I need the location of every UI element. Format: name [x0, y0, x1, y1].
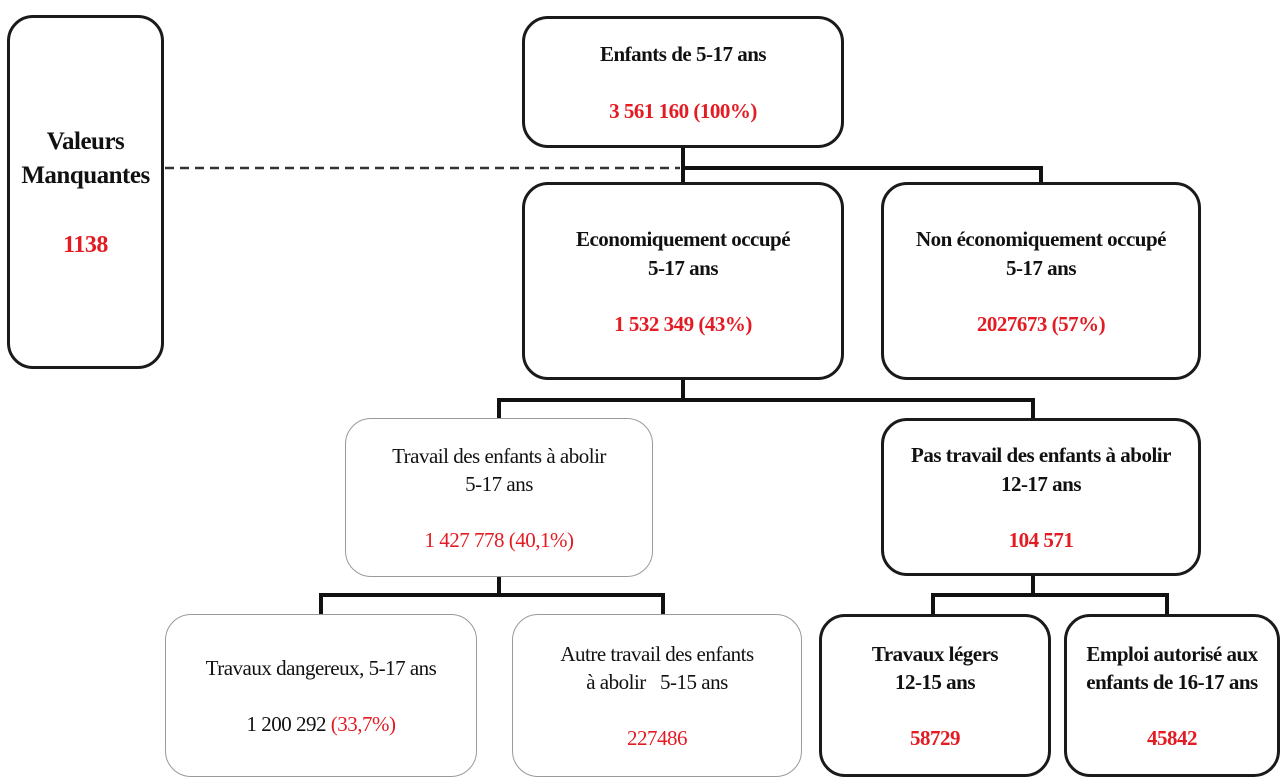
hazardous-title: Travaux dangereux, 5-17 ans — [205, 655, 437, 680]
authorized-node: Emploi autorisé aux enfants de 16-17 ans… — [1064, 614, 1280, 777]
light-work-age: 12-15 ans — [894, 670, 976, 694]
not-to-abolish-node: Pas travail des enfants à abolir 12-17 a… — [881, 418, 1201, 576]
root-node: Enfants de 5-17 ans 3 561 160 (100%) — [522, 16, 844, 148]
missing-value: 1138 — [63, 232, 108, 259]
light-work-node: Travaux légers 12-15 ans 58729 — [819, 614, 1051, 777]
not-occupied-age: 5-17 ans — [1005, 255, 1077, 280]
missing-label-line1: Valeurs — [46, 127, 125, 155]
authorized-title: Emploi autorisé aux — [1086, 641, 1258, 666]
missing-label-line2: Manquantes — [21, 161, 150, 189]
light-work-value: 58729 — [910, 726, 961, 751]
other-work-value: 227486 — [627, 726, 688, 751]
hazardous-value: 1 200 292 (33,7%) — [247, 712, 396, 737]
light-work-title: Travaux légers — [871, 641, 999, 666]
to-abolish-value: 1 427 778 (40,1%) — [424, 528, 574, 553]
missing-values-box: Valeurs Manquantes 1138 — [7, 15, 164, 369]
hazardous-node: Travaux dangereux, 5-17 ans 1 200 292 (3… — [165, 614, 477, 777]
occupied-node: Economiquement occupé 5-17 ans 1 532 349… — [522, 182, 844, 380]
to-abolish-title: Travail des enfants à abolir — [392, 443, 606, 468]
not-to-abolish-age: 12-17 ans — [1000, 471, 1082, 496]
root-value: 3 561 160 (100%) — [609, 98, 757, 123]
not-occupied-title: Non économiquement occupé — [916, 227, 1166, 252]
authorized-age: enfants de 16-17 ans — [1086, 670, 1258, 694]
hazardous-value-percent: (33,7%) — [330, 712, 396, 737]
hazardous-value-number: 1 200 292 — [246, 712, 327, 737]
to-abolish-age: 5-17 ans — [465, 472, 533, 496]
other-work-age: à abolir 5-15 ans — [586, 670, 728, 694]
other-work-node: Autre travail des enfants à abolir 5-15 … — [512, 614, 802, 777]
occupied-age: 5-17 ans — [647, 255, 719, 280]
not-occupied-value: 2027673 (57%) — [976, 311, 1106, 336]
other-work-title: Autre travail des enfants — [560, 641, 754, 666]
not-occupied-node: Non économiquement occupé 5-17 ans 20276… — [881, 182, 1201, 380]
authorized-value: 45842 — [1147, 726, 1198, 751]
occupied-value: 1 532 349 (43%) — [614, 311, 752, 336]
not-to-abolish-value: 104 571 — [1008, 527, 1074, 552]
not-to-abolish-title: Pas travail des enfants à abolir — [911, 443, 1171, 468]
to-abolish-node: Travail des enfants à abolir 5-17 ans 1 … — [345, 418, 653, 577]
root-title: Enfants de 5-17 ans — [599, 42, 767, 67]
occupied-title: Economiquement occupé — [575, 227, 791, 252]
